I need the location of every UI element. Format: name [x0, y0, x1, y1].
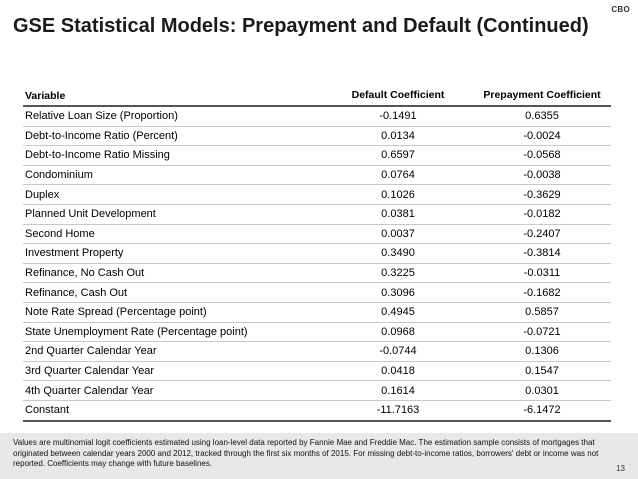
table-row: Relative Loan Size (Proportion) -0.1491 0.…	[23, 107, 611, 127]
footer-band	[0, 433, 638, 479]
cell-variable: Debt-to-Income Ratio Missing	[25, 149, 170, 162]
table-row: Constant -11.7163 -6.1472	[23, 401, 611, 422]
coefficients-table: Variable Default Coefficient Prepayment …	[23, 68, 611, 422]
cell-default-coefficient: 0.1026	[381, 188, 415, 201]
cell-variable: Refinance, No Cash Out	[25, 267, 145, 280]
cell-default-coefficient: 0.3096	[381, 286, 415, 299]
cell-prepayment-coefficient: -6.1472	[523, 404, 561, 417]
table-row: Condominium 0.0764 -0.0038	[23, 166, 611, 186]
table-row: Second Home 0.0037 -0.2407	[23, 224, 611, 245]
cell-default-coefficient: 0.1614	[381, 384, 415, 397]
cell-prepayment-coefficient: -0.0038	[523, 169, 561, 182]
table-row: Note Rate Spread (Percentage point) 0.494…	[23, 302, 611, 323]
cell-variable: Condominium	[25, 169, 93, 182]
cell-default-coefficient: 0.3225	[381, 267, 415, 280]
cell-variable: Relative Loan Size (Proportion)	[25, 110, 178, 123]
header-variable: Variable	[25, 90, 66, 102]
cell-variable: Second Home	[25, 227, 95, 240]
cell-variable: 3rd Quarter Calendar Year	[25, 365, 155, 378]
table-row: Debt-to-Income Ratio Missing 0.6597 -0.056…	[23, 146, 611, 166]
cell-prepayment-coefficient: -0.0721	[523, 325, 561, 338]
cell-prepayment-coefficient: 0.1547	[525, 365, 559, 378]
table-row: Planned Unit Development 0.0381 -0.0182	[23, 205, 611, 225]
cell-default-coefficient: 0.0968	[381, 325, 415, 338]
header-default-coefficient: Default Coefficient	[351, 89, 445, 101]
header-prepayment-coefficient: Prepayment Coefficient	[483, 89, 601, 101]
cell-prepayment-coefficient: 0.5857	[525, 306, 559, 319]
cell-default-coefficient: 0.0418	[381, 365, 415, 378]
table-body: Relative Loan Size (Proportion) -0.1491 0.…	[23, 107, 611, 422]
cell-prepayment-coefficient: -0.0024	[523, 129, 561, 142]
cell-variable: State Unemployment Rate (Percentage poin…	[25, 325, 248, 338]
table-row: 3rd Quarter Calendar Year 0.0418 0.1547	[23, 362, 611, 382]
table-row: Investment Property 0.3490 -0.3814	[23, 244, 611, 264]
brand-label: CBO	[611, 5, 630, 14]
cell-default-coefficient: 0.0764	[381, 169, 415, 182]
footnote: Values are multinomial logit coefficient…	[13, 438, 599, 468]
cell-prepayment-coefficient: -0.0568	[523, 149, 561, 162]
cell-prepayment-coefficient: -0.0182	[523, 208, 561, 221]
cell-variable: Note Rate Spread (Percentage point)	[25, 306, 207, 319]
cell-variable: Planned Unit Development	[25, 208, 156, 221]
cell-variable: 2nd Quarter Calendar Year	[25, 345, 157, 358]
cell-variable: Constant	[25, 404, 70, 417]
cell-default-coefficient: 0.0381	[381, 208, 415, 221]
cell-default-coefficient: 0.6597	[381, 149, 415, 162]
cell-variable: Investment Property	[25, 247, 124, 260]
cell-prepayment-coefficient: -0.3814	[523, 247, 561, 260]
table-header: Variable Default Coefficient Prepayment …	[23, 68, 611, 107]
cell-prepayment-coefficient: -0.2407	[523, 227, 561, 240]
cell-default-coefficient: -0.0744	[379, 345, 417, 358]
cell-prepayment-coefficient: -0.0311	[523, 267, 561, 280]
page-title: GSE Statistical Models: Prepayment and D…	[13, 15, 589, 37]
cell-prepayment-coefficient: 0.0301	[525, 384, 559, 397]
cell-default-coefficient: -0.1491	[379, 110, 417, 123]
table-row: State Unemployment Rate (Percentage poin…	[23, 323, 611, 343]
cell-prepayment-coefficient: 0.6355	[525, 110, 559, 123]
cell-default-coefficient: 0.0134	[381, 129, 415, 142]
cell-prepayment-coefficient: -0.3629	[523, 188, 561, 201]
cell-default-coefficient: -11.7163	[376, 404, 420, 417]
cell-default-coefficient: 0.3490	[381, 247, 415, 260]
cell-prepayment-coefficient: -0.1682	[523, 286, 561, 299]
cell-variable: Debt-to-Income Ratio (Percent)	[25, 129, 178, 142]
cell-variable: Duplex	[25, 188, 60, 201]
page-number: 13	[616, 464, 625, 473]
cell-variable: Refinance, Cash Out	[25, 286, 128, 299]
cell-default-coefficient: 0.4945	[381, 306, 415, 319]
cell-default-coefficient: 0.0037	[381, 227, 415, 240]
table-row: Refinance, Cash Out 0.3096 -0.1682	[23, 283, 611, 303]
cell-prepayment-coefficient: 0.1306	[525, 345, 559, 358]
table-row: Debt-to-Income Ratio (Percent) 0.0134 -0.0…	[23, 127, 611, 147]
table-row: 2nd Quarter Calendar Year -0.0744 0.1306	[23, 342, 611, 362]
table-row: 4th Quarter Calendar Year 0.1614 0.0301	[23, 381, 611, 401]
table-row: Refinance, No Cash Out 0.3225 -0.0311	[23, 263, 611, 284]
table-row: Duplex 0.1026 -0.3629	[23, 185, 611, 205]
cell-variable: 4th Quarter Calendar Year	[25, 384, 154, 397]
